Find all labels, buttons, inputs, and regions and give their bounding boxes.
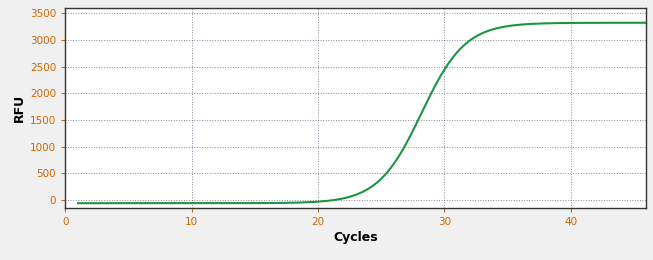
X-axis label: Cycles: Cycles [334,231,378,244]
Y-axis label: RFU: RFU [13,94,26,122]
